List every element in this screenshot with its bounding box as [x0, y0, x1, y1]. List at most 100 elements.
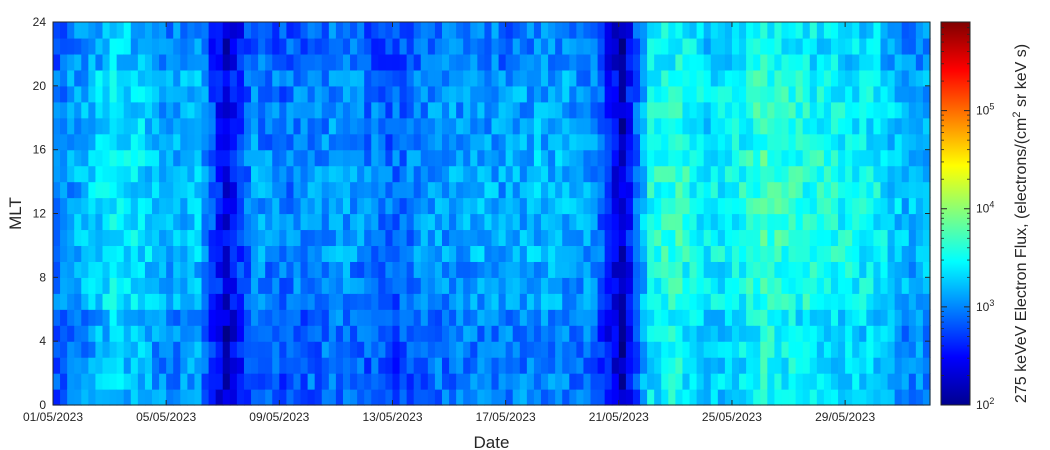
heatmap-cell	[576, 389, 585, 406]
heatmap-cell	[915, 309, 924, 326]
heatmap-cell	[852, 85, 860, 103]
heatmap-cell	[562, 213, 570, 231]
heatmap-cell	[668, 165, 676, 183]
heatmap-cell	[109, 149, 118, 167]
heatmap-cell	[265, 101, 273, 119]
heatmap-cell	[152, 149, 160, 167]
heatmap-cell	[668, 341, 676, 358]
heatmap-cell	[576, 357, 585, 374]
heatmap-cell	[823, 325, 832, 342]
heatmap-cell	[116, 69, 125, 87]
heatmap-cell	[760, 85, 768, 103]
heatmap-cell	[300, 213, 309, 231]
heatmap-cell	[590, 325, 599, 342]
heatmap-cell	[519, 325, 528, 342]
heatmap-cell	[434, 101, 443, 119]
heatmap-cell	[137, 181, 146, 199]
heatmap-cell	[258, 341, 266, 358]
heatmap-cell	[152, 325, 160, 342]
heatmap-cell	[166, 85, 174, 103]
heatmap-cell	[866, 101, 875, 119]
heatmap-cell	[647, 197, 655, 215]
heatmap-cell	[293, 245, 302, 262]
heatmap-cell	[746, 341, 754, 358]
heatmap-cell	[272, 197, 280, 215]
heatmap-cell	[251, 213, 259, 231]
heatmap-cell	[364, 245, 372, 262]
heatmap-cell	[569, 69, 577, 87]
heatmap-cell	[251, 389, 259, 406]
heatmap-cell	[922, 325, 931, 342]
heatmap-cell	[922, 85, 931, 103]
heatmap-cell	[753, 341, 761, 358]
heatmap-cell	[130, 181, 139, 199]
heatmap-cell	[350, 53, 358, 71]
heatmap-cell	[413, 277, 422, 294]
heatmap-cell	[710, 197, 719, 215]
heatmap-cell	[392, 165, 401, 183]
heatmap-cell	[144, 293, 153, 310]
heatmap-cell	[180, 197, 188, 215]
heatmap-cell	[746, 213, 754, 231]
heatmap-cell	[427, 373, 436, 390]
heatmap-cell	[173, 149, 181, 167]
heatmap-cell	[420, 165, 429, 183]
heatmap-cell	[321, 181, 330, 199]
heatmap-cell	[109, 277, 118, 294]
heatmap-cell	[88, 37, 97, 55]
heatmap-cell	[922, 357, 931, 374]
heatmap-cell	[116, 181, 125, 199]
heatmap-cell	[300, 53, 309, 71]
heatmap-cell	[144, 53, 153, 71]
heatmap-cell	[81, 37, 89, 55]
heatmap-cell	[279, 37, 287, 55]
heatmap-cell	[371, 373, 379, 390]
heatmap-cell	[81, 181, 89, 199]
heatmap-cell	[95, 165, 104, 183]
heatmap-cell	[470, 277, 478, 294]
heatmap-cell	[859, 229, 867, 247]
heatmap-cell	[357, 37, 365, 55]
heatmap-cell	[470, 101, 478, 119]
heatmap-cell	[533, 117, 542, 135]
heatmap-cell	[420, 181, 429, 199]
y-tick-label: 20	[33, 79, 47, 93]
heatmap-cell	[604, 37, 613, 55]
heatmap-cell	[498, 245, 507, 262]
heatmap-cell	[922, 181, 931, 199]
heatmap-cell	[385, 133, 394, 151]
heatmap-cell	[102, 37, 111, 55]
heatmap-cell	[222, 69, 231, 87]
heatmap-cell	[152, 245, 160, 262]
heatmap-cell	[413, 341, 422, 358]
heatmap-cell	[915, 22, 924, 39]
heatmap-cell	[371, 165, 379, 183]
heatmap-cell	[562, 69, 570, 87]
heatmap-cell	[81, 325, 89, 342]
heatmap-cell	[682, 245, 691, 262]
heatmap-cell	[371, 357, 379, 374]
heatmap-cell	[675, 181, 684, 199]
heatmap-cell	[640, 357, 648, 374]
heatmap-cell	[102, 229, 111, 247]
heatmap-cell	[908, 373, 917, 390]
heatmap-cell	[505, 101, 514, 119]
heatmap-cell	[74, 293, 82, 310]
heatmap-cell	[541, 165, 549, 183]
heatmap-cell	[625, 341, 634, 358]
heatmap-cell	[491, 149, 500, 167]
heatmap-cell	[661, 341, 669, 358]
heatmap-cell	[293, 309, 302, 326]
heatmap-cell	[272, 101, 280, 119]
heatmap-cell	[173, 53, 181, 71]
heatmap-cell	[908, 117, 917, 135]
heatmap-cell	[328, 149, 337, 167]
heatmap-cell	[498, 357, 507, 374]
heatmap-cell	[236, 133, 245, 151]
heatmap-cell	[81, 389, 89, 406]
heatmap-cell	[845, 245, 853, 262]
heatmap-cell	[392, 85, 401, 103]
heatmap-cell	[809, 277, 818, 294]
heatmap-cell	[74, 261, 82, 278]
heatmap-cell	[152, 22, 160, 39]
